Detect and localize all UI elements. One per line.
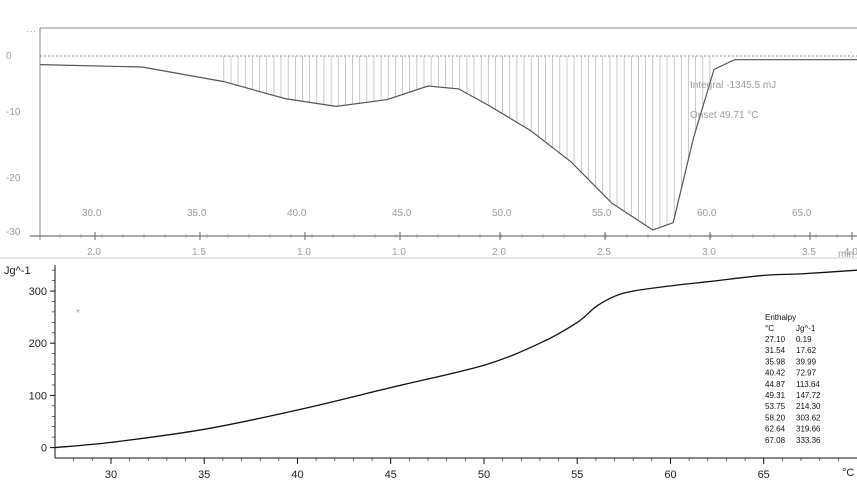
top-panel: Integral -1345.5 mJ Onset 49.71 °C 0 -10 -… [6, 26, 857, 260]
enthalpy-table: Enthalpy °C Jg^-1 27.10 0.19 31.54 17.62 35.… [765, 313, 821, 445]
top-x-tick-label: 2.0 [492, 247, 506, 258]
top-y-tick-label: -10 [6, 107, 21, 118]
table-cell-temp: 62.64 [765, 425, 786, 434]
bottom-x-tick-label: 55 [571, 469, 583, 481]
bottom-y-label: Jg^-1 [4, 265, 31, 277]
table-cell-enthalpy: 72.97 [796, 369, 817, 378]
top-x-tick-label: 1.0 [297, 247, 311, 258]
top-x-tick-label: 1.5 [192, 247, 206, 258]
top-temp-ticks: 30.0 35.0 40.0 45.0 50.0 55.0 60.0 65.0 [82, 208, 812, 219]
integral-annotation: Integral -1345.5 mJ [690, 80, 776, 91]
table-cell-temp: 27.10 [765, 335, 786, 344]
top-temp-tick-label: 55.0 [592, 208, 612, 219]
top-temp-tick-label: 50.0 [492, 208, 512, 219]
asterisk-marker-icon: * [76, 308, 80, 319]
top-temp-tick-label: 30.0 [82, 208, 102, 219]
table-cell-temp: 35.98 [765, 357, 786, 366]
table-cell-enthalpy: 39.99 [796, 357, 817, 366]
bottom-x-tick-label: 60 [664, 469, 676, 481]
table-cell-temp: 53.75 [765, 402, 786, 411]
table-rows: 27.10 0.19 31.54 17.62 35.98 39.99 40.42 72.97 4… [765, 335, 821, 445]
bottom-y-tick-label: 200 [29, 338, 47, 350]
top-x-tick-label: 1.0 [392, 247, 406, 258]
onset-annotation: Onset 49.71 °C [690, 110, 758, 121]
bottom-panel: Jg^-1 °C 0 100 200 300 30 35 40 45 50 55 60 65 * E… [0, 257, 857, 500]
top-hatch-area [223, 56, 711, 230]
top-x-ticks: 2.0 1.5 1.0 1.0 2.0 2.5 3.0 3.5 4.0 [59, 232, 857, 258]
top-y-tick-label: -20 [6, 173, 21, 184]
bottom-x-tick-label: 35 [198, 469, 210, 481]
table-cell-enthalpy: 303.62 [796, 413, 821, 422]
table-cell-temp: 31.54 [765, 346, 786, 355]
top-x-tick-label: 3.5 [802, 247, 816, 258]
table-cell-enthalpy: 113.64 [796, 380, 820, 389]
top-y-tick-label: 0 [6, 51, 12, 62]
enthalpy-curve [54, 269, 857, 449]
bottom-x-tick-label: 50 [478, 469, 490, 481]
top-x-tick-label: 3.0 [702, 247, 716, 258]
bottom-x-ticks: 30 35 40 45 50 55 60 65 [73, 458, 839, 481]
table-col2-header: Jg^-1 [796, 324, 816, 333]
top-temp-tick-label: 40.0 [287, 208, 307, 219]
table-cell-temp: 49.31 [765, 391, 786, 400]
table-cell-enthalpy: 17.62 [796, 346, 817, 355]
top-x-tick-label: 4.0 [844, 247, 857, 258]
top-right-mark: : [850, 50, 853, 61]
top-temp-tick-label: 65.0 [792, 208, 812, 219]
top-x-tick-label: 2.5 [597, 247, 611, 258]
table-cell-temp: 40.42 [765, 369, 786, 378]
top-x-tick-label: 2.0 [87, 247, 101, 258]
table-col1-header: °C [765, 324, 774, 333]
table-cell-temp: 67.08 [765, 436, 786, 445]
table-cell-enthalpy: 0.19 [796, 335, 812, 344]
table-cell-temp: 58.20 [765, 413, 786, 422]
top-corner-mark: ··· [26, 26, 36, 37]
top-y-tick-label: -30 [6, 227, 21, 238]
bottom-x-tick-label: 30 [105, 469, 117, 481]
table-cell-temp: 44.87 [765, 380, 786, 389]
bottom-x-tick-label: 40 [291, 469, 303, 481]
bottom-y-tick-label: 300 [29, 286, 47, 298]
top-temp-tick-label: 60.0 [697, 208, 717, 219]
bottom-y-tick-label: 0 [41, 443, 47, 455]
top-y-ticks: 0 -10 -20 -30 [6, 51, 21, 238]
bottom-y-ticks: 0 100 200 300 [29, 269, 55, 455]
table-cell-enthalpy: 214.30 [796, 402, 821, 411]
bottom-y-tick-label: 100 [29, 390, 47, 402]
top-temp-tick-label: 45.0 [392, 208, 412, 219]
table-cell-enthalpy: 147.72 [796, 391, 821, 400]
bottom-x-label: °C [842, 467, 854, 479]
bottom-x-tick-label: 45 [385, 469, 397, 481]
bottom-x-tick-label: 65 [758, 469, 770, 481]
table-title: Enthalpy [765, 313, 796, 322]
top-heatflow-curve [39, 59, 857, 231]
top-temp-tick-label: 35.0 [187, 208, 207, 219]
table-cell-enthalpy: 319.66 [796, 425, 821, 434]
top-x-unit: min [838, 249, 854, 260]
table-cell-enthalpy: 333.36 [796, 436, 821, 445]
